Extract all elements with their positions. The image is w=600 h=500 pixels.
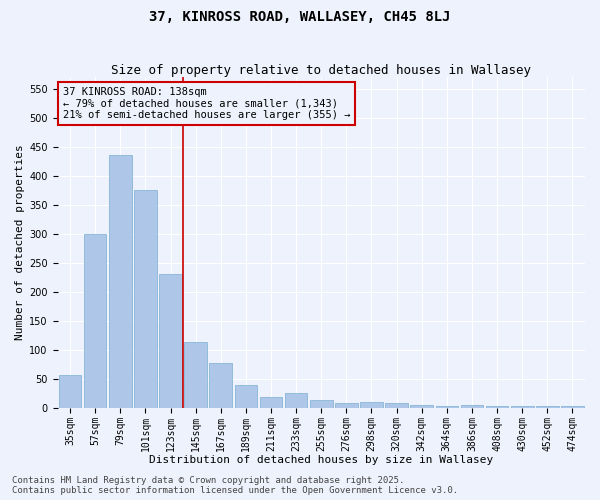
Bar — [84, 234, 106, 408]
Bar — [335, 404, 358, 408]
Bar — [59, 375, 82, 408]
Bar — [461, 405, 483, 408]
Title: Size of property relative to detached houses in Wallasey: Size of property relative to detached ho… — [111, 64, 531, 77]
Bar — [561, 406, 584, 408]
Bar — [184, 342, 207, 408]
Bar — [436, 406, 458, 408]
Y-axis label: Number of detached properties: Number of detached properties — [15, 144, 25, 340]
Bar — [360, 402, 383, 408]
Bar — [209, 362, 232, 408]
Bar — [260, 398, 283, 408]
Bar — [536, 406, 559, 408]
Bar — [310, 400, 332, 408]
Bar — [159, 274, 182, 408]
Bar — [410, 405, 433, 408]
Bar — [134, 190, 157, 408]
Bar — [109, 156, 131, 408]
Bar — [511, 406, 533, 408]
Text: 37, KINROSS ROAD, WALLASEY, CH45 8LJ: 37, KINROSS ROAD, WALLASEY, CH45 8LJ — [149, 10, 451, 24]
Bar — [486, 406, 508, 408]
Text: Contains HM Land Registry data © Crown copyright and database right 2025.
Contai: Contains HM Land Registry data © Crown c… — [12, 476, 458, 495]
Bar — [285, 394, 307, 408]
Bar — [385, 404, 408, 408]
Text: 37 KINROSS ROAD: 138sqm
← 79% of detached houses are smaller (1,343)
21% of semi: 37 KINROSS ROAD: 138sqm ← 79% of detache… — [63, 87, 350, 120]
Bar — [235, 384, 257, 408]
X-axis label: Distribution of detached houses by size in Wallasey: Distribution of detached houses by size … — [149, 455, 493, 465]
